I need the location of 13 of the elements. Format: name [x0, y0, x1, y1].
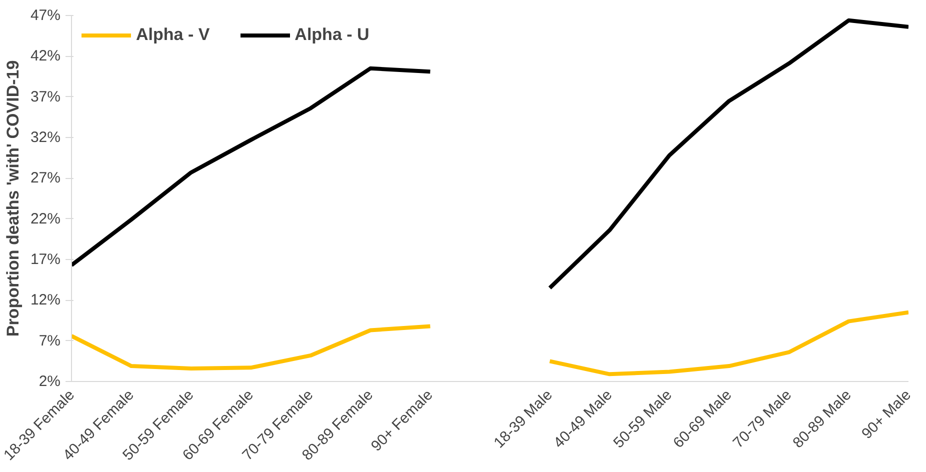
y-tick-label: 2%: [38, 373, 61, 390]
y-tick-label: 7%: [38, 332, 61, 350]
y-tick-label: 47%: [30, 7, 61, 24]
y-tick-label: 12%: [30, 292, 61, 309]
y-tick-label: 22%: [30, 210, 61, 228]
y-tick-label: 27%: [30, 170, 61, 187]
y-tick-label: 32%: [30, 129, 61, 146]
y-tick-label: 42%: [30, 48, 61, 65]
legend-label: Alpha - U: [294, 25, 370, 45]
y-axis-title: Proportion deaths 'with' COVID-19: [3, 60, 22, 337]
y-tick-label: 37%: [30, 88, 61, 106]
y-tick-label: 17%: [30, 251, 61, 268]
legend-label: Alpha - V: [136, 25, 210, 45]
